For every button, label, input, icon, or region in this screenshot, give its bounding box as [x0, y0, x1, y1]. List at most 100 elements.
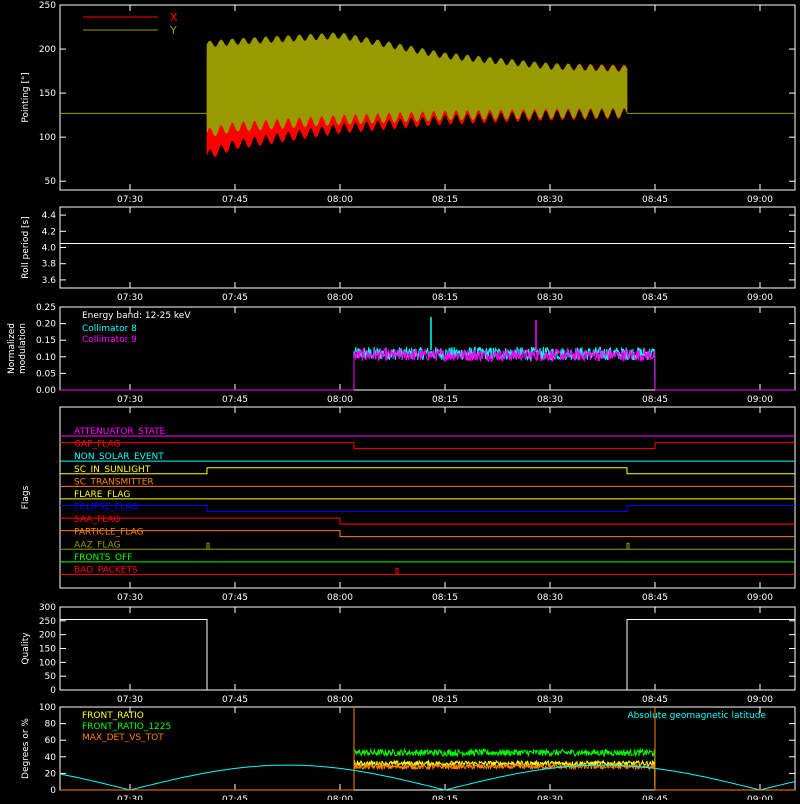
pointing-legend-label: Y [169, 24, 177, 37]
modulation-ytick-label: 0.00 [36, 386, 56, 396]
pointing-xtick-label: 07:30 [117, 195, 143, 205]
modulation-xtick-label: 08:15 [432, 395, 458, 405]
flag-line-saa-flag [60, 517, 795, 525]
quality-ytick-label: 0 [50, 686, 56, 696]
quality-xtick-label: 08:15 [432, 695, 458, 705]
pointing-xtick-label: 08:00 [327, 195, 353, 205]
modulation-ytick-label: 0.25 [36, 303, 56, 313]
ratios-ytick-label: 100 [39, 703, 56, 713]
flag-label: AAZ_FLAG [74, 540, 121, 550]
modulation-ylabel: Normalized [7, 323, 17, 374]
roll-xtick-label: 08:30 [537, 293, 563, 303]
modulation-legend-label: Collimator 9 [82, 335, 137, 345]
ratios-ytick-label: 60 [45, 736, 57, 746]
modulation-xtick-label: 08:30 [537, 395, 563, 405]
quality-ytick-label: 250 [39, 617, 56, 627]
modulation-ylabel: modulation [18, 323, 28, 374]
roll-xtick-label: 09:00 [747, 293, 773, 303]
roll-xtick-label: 07:30 [117, 293, 143, 303]
quality-xtick-label: 08:45 [642, 695, 668, 705]
ratios-xtick-label: 07:30 [117, 795, 143, 800]
flag-label: FRONTS_OFF [74, 553, 132, 563]
ratios-xtick-label: 08:45 [642, 795, 668, 800]
pointing-ytick-label: 100 [39, 133, 56, 143]
flag-label: BAD_PACKETS [74, 565, 138, 575]
quality-xtick-label: 08:00 [327, 695, 353, 705]
pointing-xtick-label: 09:00 [747, 195, 773, 205]
ratios-legend-label: FRONT_RATIO_1225 [82, 722, 171, 732]
pointing-ytick-label: 150 [39, 89, 56, 99]
flag-blip [626, 542, 630, 550]
flag-line-gap-flag [60, 442, 795, 450]
quality-ytick-label: 300 [39, 603, 56, 613]
flag-label: GAP_FLAG [74, 440, 120, 450]
pointing-ytick-label: 50 [45, 177, 57, 187]
modulation-frame [59, 306, 796, 391]
flag-blip [206, 542, 210, 550]
quality-xtick-label: 07:45 [222, 695, 248, 705]
ratios-legend-label: FRONT_RATIO [82, 711, 144, 721]
modulation-xtick-label: 08:45 [642, 395, 668, 405]
modulation-ytick-label: 0.05 [36, 369, 56, 379]
flags-frame [59, 406, 796, 589]
ratios-xtick-label: 08:30 [537, 795, 563, 800]
modulation-series-collimator-9 [353, 347, 656, 391]
ratios-xtick-label: 07:45 [222, 795, 248, 800]
pointing-legend-label: X [170, 11, 178, 24]
roll-ytick-label: 4.4 [42, 211, 57, 221]
roll-ytick-label: 3.8 [42, 260, 57, 270]
ratios-xtick-label: 08:00 [327, 795, 353, 800]
quality-series-line [60, 619, 795, 691]
quality-ytick-label: 150 [39, 645, 56, 655]
flag-line-eclipse-flag [60, 505, 795, 512]
ratios-series-front-ratio [353, 759, 656, 791]
flag-label: ECLIPSE_FLAG [74, 503, 138, 513]
ratios-series-front-ratio-1225 [353, 747, 656, 791]
roll-xtick-label: 08:15 [432, 293, 458, 303]
flags-xtick-label: 07:30 [117, 593, 143, 603]
pointing-series-y [206, 32, 628, 137]
modulation-ytick-label: 0.15 [36, 336, 56, 346]
flag-label: SAA_FLAG [74, 515, 120, 525]
pointing-xtick-label: 07:45 [222, 195, 248, 205]
flag-label: ATTENUATOR_STATE [74, 427, 166, 437]
roll-ytick-label: 4.2 [42, 227, 56, 237]
flags-xtick-label: 08:00 [327, 593, 353, 603]
ratios-xtick-label: 08:15 [432, 795, 458, 800]
ratios-geomagnetic-latitude-label: Absolute geomagnetic latitude [627, 711, 766, 721]
pointing-ytick-label: 200 [39, 45, 56, 55]
ratios-legend-label: MAX_DET_VS_TOT [82, 733, 164, 743]
ratios-ytick-label: 20 [45, 769, 57, 779]
quality-ytick-label: 100 [39, 658, 56, 668]
flags-xtick-label: 08:15 [432, 593, 458, 603]
ratios-xtick-label: 09:00 [747, 795, 773, 800]
modulation-xtick-label: 08:00 [327, 395, 353, 405]
flag-line-sc-in-sunlight [60, 467, 795, 475]
flags-xtick-label: 09:00 [747, 593, 773, 603]
quality-ytick-label: 50 [45, 672, 57, 682]
pointing-ytick-label: 250 [39, 1, 56, 11]
flags-xtick-label: 08:45 [642, 593, 668, 603]
ratios-ytick-label: 80 [45, 720, 57, 730]
quality-ytick-label: 200 [39, 631, 56, 641]
ratios-series-max-det-vs-tot [353, 762, 656, 791]
quality-xtick-label: 08:30 [537, 695, 563, 705]
ratios-ylabel: Degrees or % [21, 718, 31, 779]
ratios-series-geomagnetic-latitude [59, 764, 796, 791]
pointing-xtick-label: 08:45 [642, 195, 668, 205]
flag-label: FLARE_FLAG [74, 490, 130, 500]
modulation-xtick-label: 07:30 [117, 395, 143, 405]
roll-xtick-label: 08:45 [642, 293, 668, 303]
roll-xtick-label: 08:00 [327, 293, 353, 303]
quality-ylabel: Quality [21, 632, 31, 665]
pointing-xtick-label: 08:15 [432, 195, 458, 205]
flags-ylabel: Flags [21, 485, 31, 509]
ratios-ytick-label: 40 [45, 753, 57, 763]
flag-label: SC_IN_SUNLIGHT [74, 465, 151, 475]
modulation-energy-band-label: Energy band: 12-25 keV [82, 311, 191, 321]
roll-frame [59, 206, 796, 289]
ratios-ytick-label: 0 [50, 786, 56, 796]
modulation-xtick-label: 07:45 [222, 395, 248, 405]
